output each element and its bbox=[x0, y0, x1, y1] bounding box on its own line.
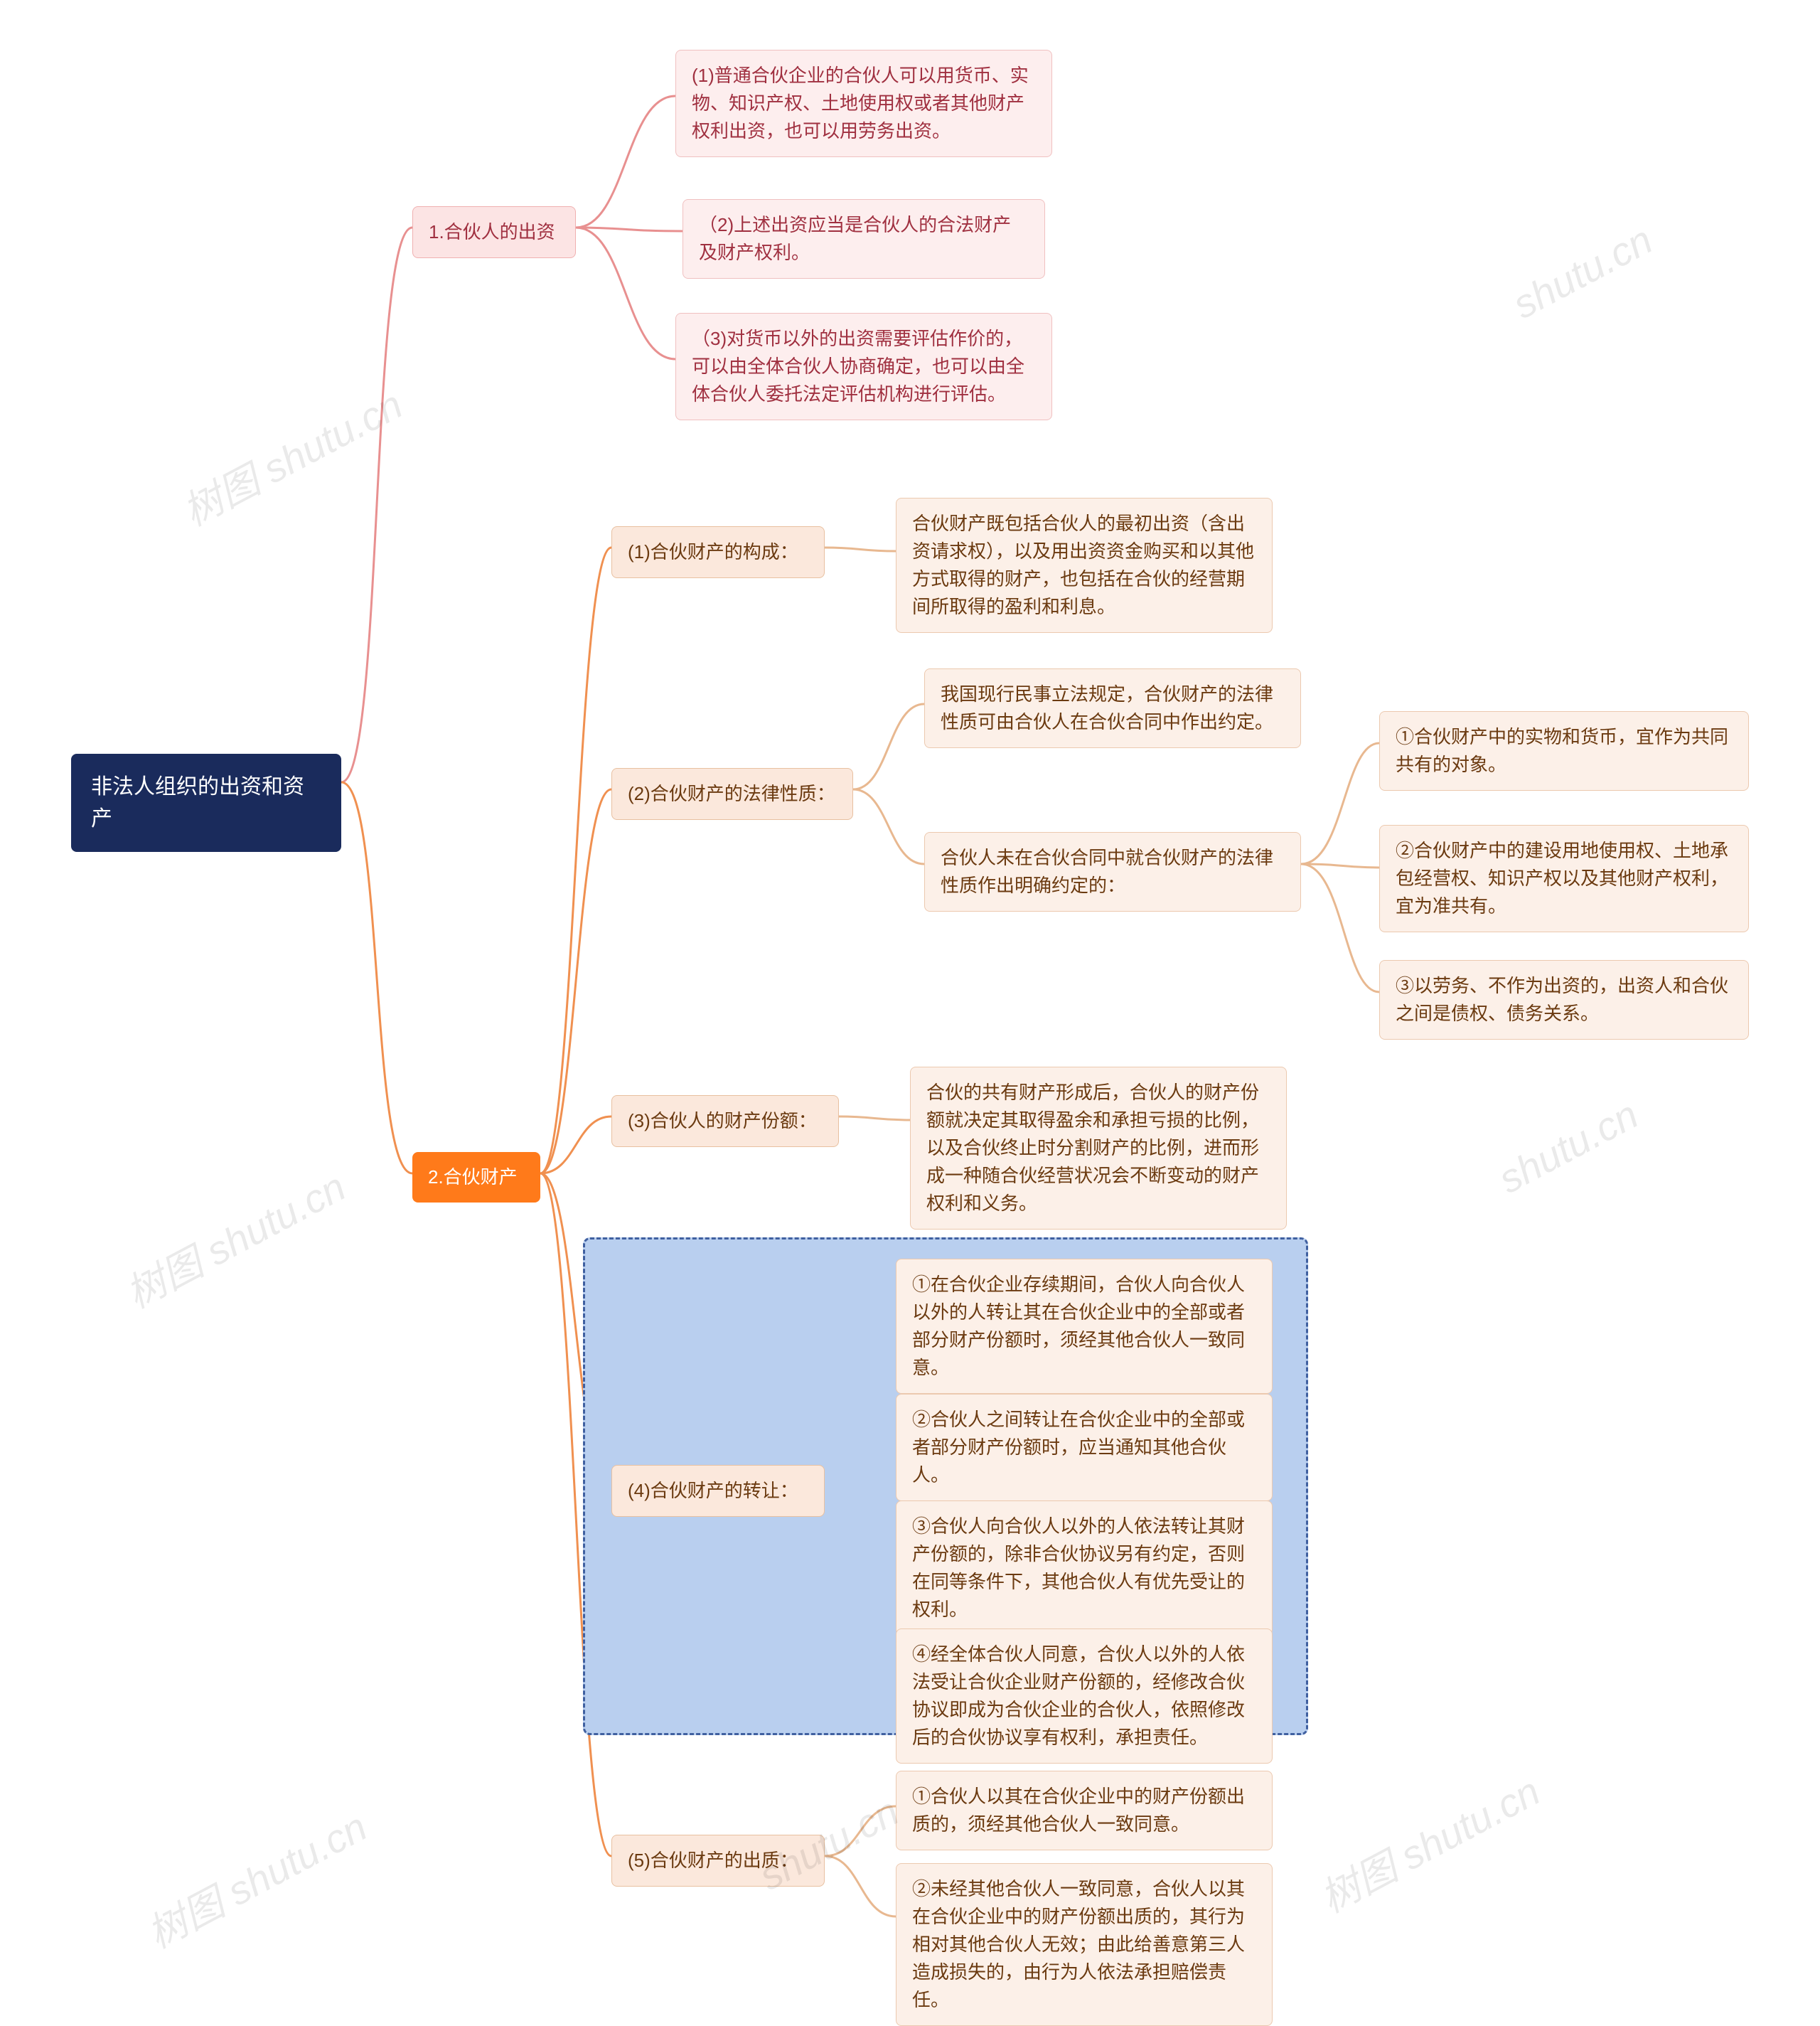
branch-2-child-5-leaf-0[interactable]: ①合伙人以其在合伙企业中的财产份额出质的，须经其他合伙人一致同意。 bbox=[896, 1771, 1273, 1850]
branch-1-child-2[interactable]: （3)对货币以外的出资需要评估作价的，可以由全体合伙人协商确定，也可以由全体合伙… bbox=[675, 313, 1052, 420]
branch-2-child-4[interactable]: (4)合伙财产的转让： bbox=[611, 1465, 825, 1517]
branch-2-child-1-leaf[interactable]: 合伙财产既包括合伙人的最初出资（含出资请求权），以及用出资资金购买和以其他方式取… bbox=[896, 498, 1273, 633]
branch-2-child-2-sub-1[interactable]: ②合伙财产中的建设用地使用权、土地承包经营权、知识产权以及其他财产权利，宜为准共… bbox=[1379, 825, 1749, 932]
branch-2-child-2[interactable]: (2)合伙财产的法律性质： bbox=[611, 768, 853, 820]
watermark: 树图 shutu.cn bbox=[136, 1796, 376, 1960]
branch-1-child-1[interactable]: （2)上述出资应当是合伙人的合法财产及财产权利。 bbox=[682, 199, 1045, 279]
branch-2-child-5-leaf-1[interactable]: ②未经其他合伙人一致同意，合伙人以其在合伙企业中的财产份额出质的，其行为相对其他… bbox=[896, 1863, 1273, 2026]
branch-1-child-0[interactable]: (1)普通合伙企业的合伙人可以用货币、实物、知识产权、土地使用权或者其他财产权利… bbox=[675, 50, 1052, 157]
branch-2-child-2-sub-0[interactable]: ①合伙财产中的实物和货币，宜作为共同共有的对象。 bbox=[1379, 711, 1749, 791]
branch-2-child-2-sub-2[interactable]: ③以劳务、不作为出资的，出资人和合伙之间是债权、债务关系。 bbox=[1379, 960, 1749, 1040]
watermark: 树图 shutu.cn bbox=[1309, 1760, 1549, 1924]
root-node[interactable]: 非法人组织的出资和资产 bbox=[71, 754, 341, 852]
branch-2-child-4-leaf-1[interactable]: ②合伙人之间转让在合伙企业中的全部或者部分财产份额时，应当通知其他合伙人。 bbox=[896, 1394, 1273, 1501]
mindmap-canvas: 非法人组织的出资和资产 1.合伙人的出资 (1)普通合伙企业的合伙人可以用货币、… bbox=[0, 0, 1820, 1956]
watermark: 树图 shutu.cn bbox=[171, 373, 412, 538]
branch-2-child-3-leaf[interactable]: 合伙的共有财产形成后，合伙人的财产份额就决定其取得盈余和承担亏损的比例，以及合伙… bbox=[910, 1067, 1287, 1230]
watermark: shutu.cn bbox=[1491, 1091, 1645, 1203]
branch-2-child-2-leaf-1[interactable]: 合伙人未在合伙合同中就合伙财产的法律性质作出明确约定的： bbox=[924, 832, 1301, 912]
watermark: 树图 shutu.cn bbox=[114, 1156, 355, 1320]
branch-2-child-2-leaf-0[interactable]: 我国现行民事立法规定，合伙财产的法律性质可由合伙人在合伙合同中作出约定。 bbox=[924, 668, 1301, 748]
branch-2-child-3[interactable]: (3)合伙人的财产份额： bbox=[611, 1095, 839, 1147]
branch-2[interactable]: 2.合伙财产 bbox=[412, 1152, 540, 1203]
branch-2-child-5[interactable]: (5)合伙财产的出质： bbox=[611, 1835, 825, 1887]
watermark: shutu.cn bbox=[1505, 216, 1659, 328]
branch-2-child-4-leaf-2[interactable]: ③合伙人向合伙人以外的人依法转让其财产份额的，除非合伙协议另有约定，否则在同等条… bbox=[896, 1500, 1273, 1636]
branch-2-child-1[interactable]: (1)合伙财产的构成： bbox=[611, 526, 825, 578]
branch-2-child-4-leaf-0[interactable]: ①在合伙企业存续期间，合伙人向合伙人以外的人转让其在合伙企业中的全部或者部分财产… bbox=[896, 1259, 1273, 1394]
branch-2-child-4-leaf-3[interactable]: ④经全体合伙人同意，合伙人以外的人依法受让合伙企业财产份额的，经修改合伙协议即成… bbox=[896, 1628, 1273, 1764]
branch-1[interactable]: 1.合伙人的出资 bbox=[412, 206, 576, 258]
